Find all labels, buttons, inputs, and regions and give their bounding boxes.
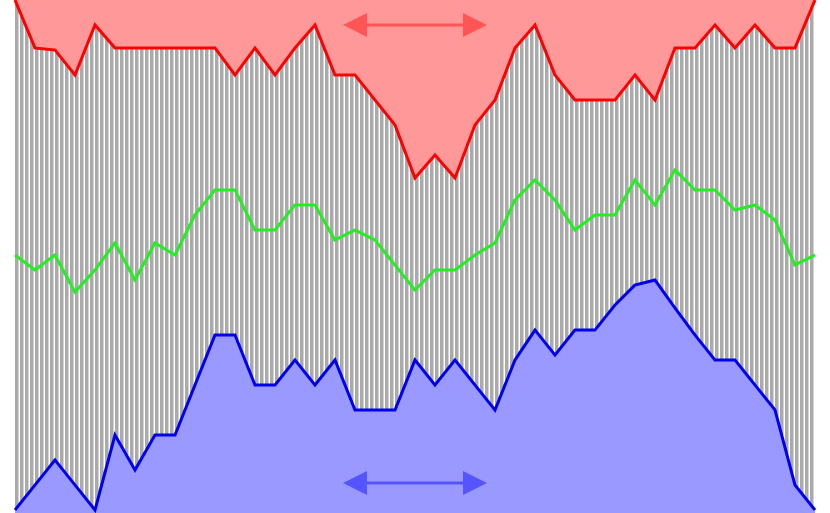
line: [13, 0, 817, 181]
line: [14, 167, 816, 295]
line: [13, 278, 817, 513]
area: [15, 0, 815, 178]
series-layer: [13, 0, 817, 513]
